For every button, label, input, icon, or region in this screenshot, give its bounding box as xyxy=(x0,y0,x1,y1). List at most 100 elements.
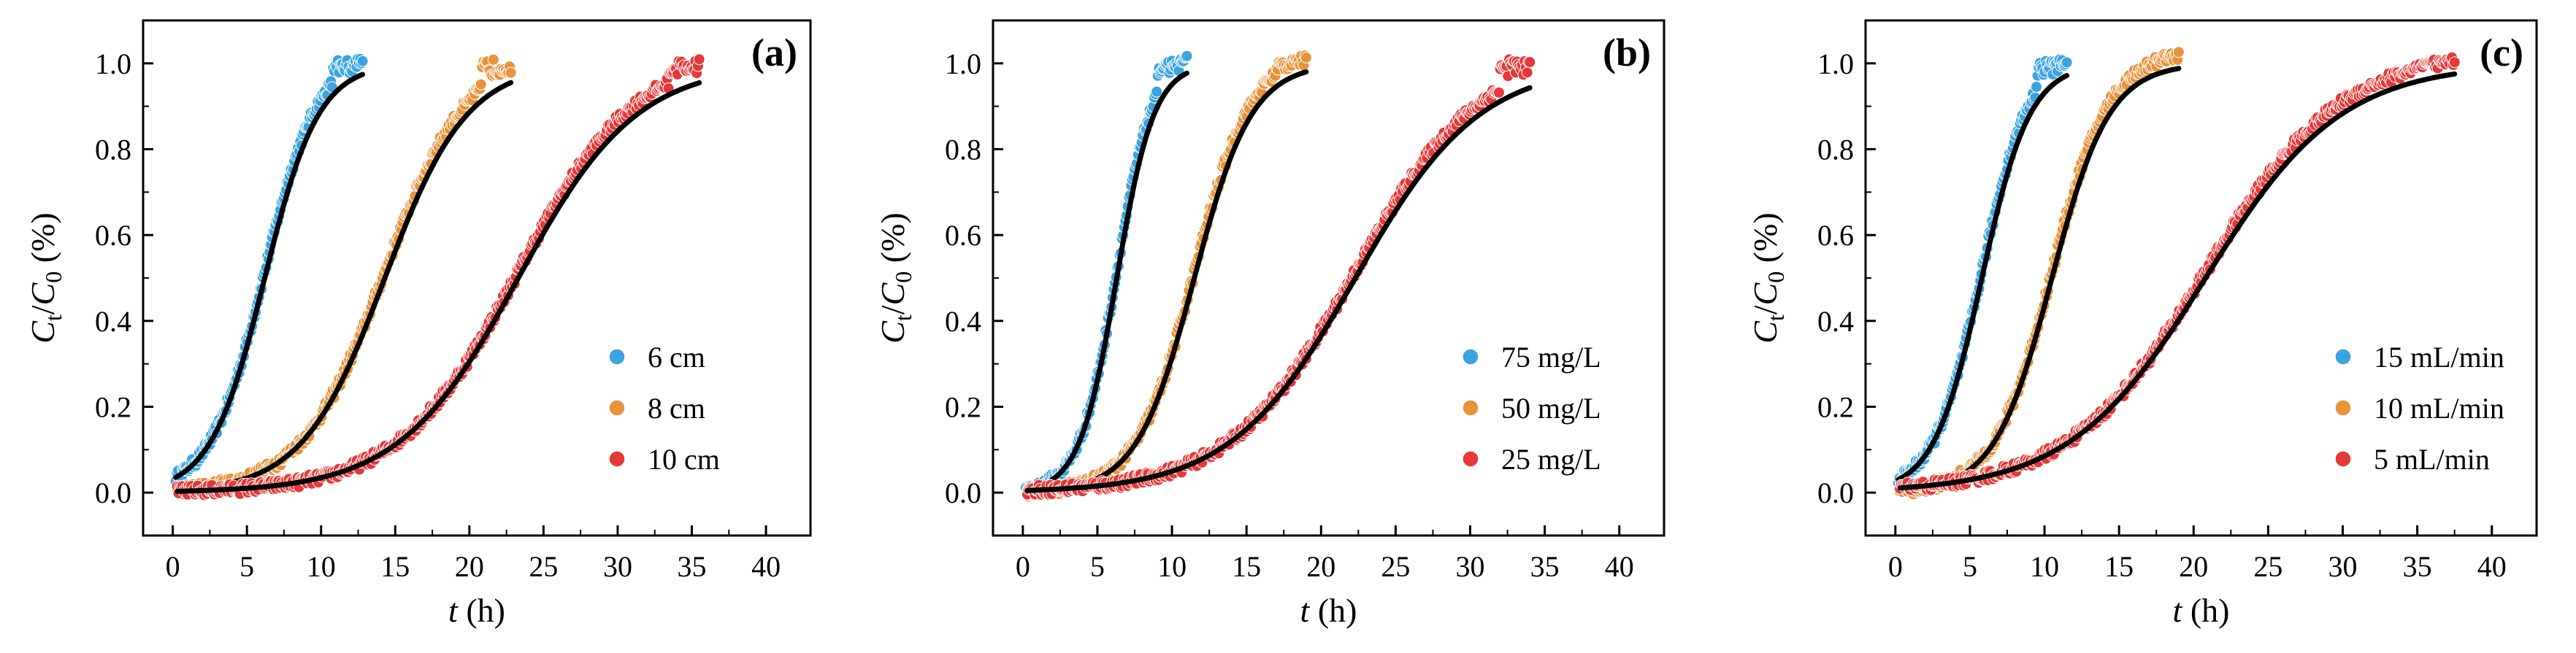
fit-curve xyxy=(175,80,702,494)
x-tick-label: 0 xyxy=(1888,550,1903,583)
y-tick-label: 0.8 xyxy=(1817,134,1854,166)
legend: 6 cm 8 cm 10 cm xyxy=(608,341,720,476)
data-point xyxy=(2172,46,2185,58)
data-point xyxy=(2061,56,2073,69)
fit-curve xyxy=(1024,85,1533,493)
legend-label: 10 mL/min xyxy=(2374,392,2504,425)
y-tick-label: 0.6 xyxy=(95,219,131,252)
y-tick-label: 1.0 xyxy=(95,47,131,80)
series-points xyxy=(1021,50,1312,503)
y-tick-label: 0.2 xyxy=(945,391,981,424)
y-tick-label: 0.2 xyxy=(95,391,131,424)
data-point xyxy=(1300,51,1312,63)
y-tick-label: 0.6 xyxy=(945,219,981,252)
y-tick-label: 1.0 xyxy=(1817,47,1854,80)
y-tick-label: 0.8 xyxy=(945,134,981,166)
x-tick-label: 10 xyxy=(307,550,336,583)
x-tick-label: 10 xyxy=(2030,550,2059,583)
x-axis-title: t (h) xyxy=(2173,592,2230,629)
x-tick-label: 15 xyxy=(380,550,410,583)
y-tick-label: 0.0 xyxy=(95,476,131,509)
legend-marker xyxy=(1462,348,1479,366)
y-tick-label: 0.4 xyxy=(945,305,981,338)
x-tick-label: 25 xyxy=(529,550,558,583)
x-tick-label: 40 xyxy=(1605,550,1634,583)
data-point xyxy=(487,53,499,66)
legend-label: 10 cm xyxy=(648,443,720,476)
x-tick-label: 25 xyxy=(1381,550,1410,583)
y-axis-title: Ct/C0 (%) xyxy=(1747,212,1789,344)
fit-curve xyxy=(1023,70,1189,492)
x-tick-label: 35 xyxy=(1530,550,1560,583)
chart-panel-1: 0 5 10 15 20 25 30 35 40 0.0 0.2 0.4 0.6 0.8 1.0 t (h) C… xyxy=(24,19,812,629)
y-tick-label: 1.0 xyxy=(945,47,981,80)
legend-label: 6 cm xyxy=(648,341,705,374)
x-tick-label: 15 xyxy=(2104,550,2134,583)
x-tick-label: 20 xyxy=(455,550,484,583)
fit-curve xyxy=(1024,69,1309,494)
data-point xyxy=(505,66,517,79)
legend-marker xyxy=(608,348,626,366)
fit-curve xyxy=(173,72,366,480)
data-point xyxy=(1181,50,1193,62)
x-axis-title: t (h) xyxy=(1300,592,1357,629)
y-tick-label: 0.6 xyxy=(1817,219,1854,252)
panel-label: (c) xyxy=(2480,31,2523,74)
x-tick-label: 5 xyxy=(239,550,254,583)
y-tick-label: 0.4 xyxy=(1817,305,1854,338)
x-tick-label: 40 xyxy=(751,550,781,583)
x-tick-label: 20 xyxy=(1306,550,1335,583)
data-point xyxy=(1521,66,1533,79)
series-points xyxy=(1019,50,1193,498)
data-point xyxy=(2448,56,2461,69)
series-points xyxy=(1021,53,1536,501)
fit-curve xyxy=(175,80,514,492)
x-tick-label: 35 xyxy=(2403,550,2432,583)
legend-marker xyxy=(2334,399,2352,417)
x-tick-label: 30 xyxy=(603,550,632,583)
data-point xyxy=(1524,56,1536,69)
y-tick-label: 0.8 xyxy=(95,134,131,166)
chart-panel-3: 0 5 10 15 20 25 30 35 40 0.0 0.2 0.4 0.6 0.8 1.0 t (h) C… xyxy=(1747,19,2538,629)
x-tick-label: 15 xyxy=(1232,550,1261,583)
legend-marker xyxy=(608,399,626,417)
legend-label: 8 cm xyxy=(648,392,705,425)
x-tick-label: 20 xyxy=(2179,550,2208,583)
legend-marker xyxy=(608,450,626,468)
y-tick-label: 0.4 xyxy=(95,305,131,338)
x-axis-title: t (h) xyxy=(448,592,505,629)
fit-curve xyxy=(1897,71,2458,491)
y-axis-title: Ct/C0 (%) xyxy=(24,212,66,344)
panel-label: (b) xyxy=(1603,31,1651,74)
legend-marker xyxy=(1462,450,1479,468)
legend-label: 50 mg/L xyxy=(1501,392,1601,425)
data-point xyxy=(2031,81,2043,93)
legend: 75 mg/L 50 mg/L 25 mg/L xyxy=(1462,341,1601,476)
x-tick-label: 35 xyxy=(678,550,707,583)
data-point xyxy=(693,53,705,66)
x-tick-label: 10 xyxy=(1157,550,1187,583)
legend-marker xyxy=(2334,450,2352,468)
x-tick-label: 40 xyxy=(2477,550,2507,583)
x-tick-label: 0 xyxy=(166,550,180,583)
x-tick-label: 30 xyxy=(1456,550,1485,583)
x-tick-label: 5 xyxy=(1090,550,1105,583)
legend-marker xyxy=(1462,399,1479,417)
legend: 15 mL/min 10 mL/min 5 mL/min xyxy=(2334,341,2504,476)
legend-label: 5 mL/min xyxy=(2374,443,2490,476)
legend-label: 15 mL/min xyxy=(2374,341,2504,374)
x-tick-label: 5 xyxy=(1963,550,1977,583)
data-point xyxy=(1151,85,1163,98)
x-tick-label: 30 xyxy=(2328,550,2358,583)
data-point xyxy=(1492,86,1505,98)
data-point xyxy=(356,55,369,67)
legend-label: 25 mg/L xyxy=(1501,443,1601,476)
legend-marker xyxy=(2334,348,2352,366)
panel-label: (a) xyxy=(751,31,797,74)
chart-panel-2: 0 5 10 15 20 25 30 35 40 0.0 0.2 0.4 0.6 0.8 1.0 t (h) C… xyxy=(874,19,1665,629)
data-point xyxy=(475,78,487,90)
series-points xyxy=(171,53,705,501)
y-tick-label: 0.2 xyxy=(1817,391,1854,424)
y-tick-label: 0.0 xyxy=(1817,476,1854,509)
